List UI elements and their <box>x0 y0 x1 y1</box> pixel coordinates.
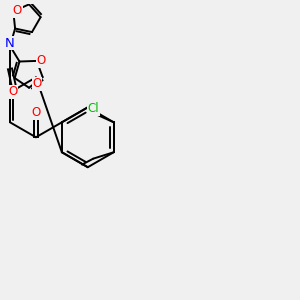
Text: O: O <box>13 4 22 17</box>
Text: O: O <box>31 106 40 119</box>
Text: O: O <box>32 77 42 90</box>
Text: Cl: Cl <box>87 102 99 115</box>
Text: O: O <box>36 54 46 68</box>
Text: N: N <box>5 37 15 50</box>
Text: O: O <box>8 85 17 98</box>
